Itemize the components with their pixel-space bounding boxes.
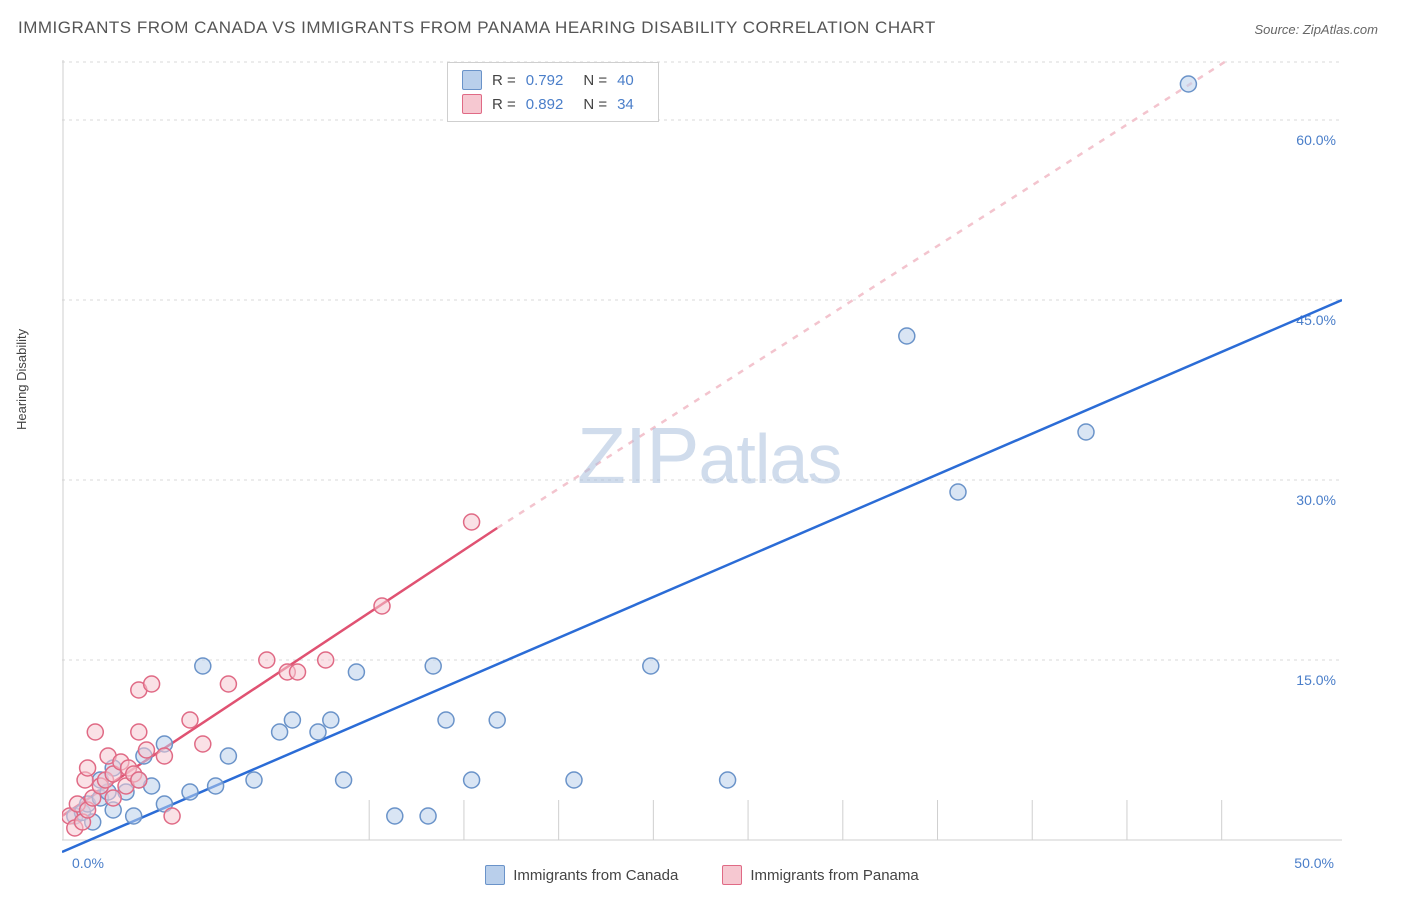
data-point: [259, 652, 275, 668]
data-point: [899, 328, 915, 344]
data-point: [290, 664, 306, 680]
data-point: [284, 712, 300, 728]
data-point: [348, 664, 364, 680]
data-point: [105, 790, 121, 806]
data-point: [1078, 424, 1094, 440]
data-point: [220, 748, 236, 764]
legend-item: Immigrants from Canada: [485, 865, 678, 885]
data-point: [246, 772, 262, 788]
data-point: [336, 772, 352, 788]
data-point: [126, 808, 142, 824]
data-point: [272, 724, 288, 740]
n-value: 40: [617, 72, 634, 89]
series-swatch: [722, 865, 742, 885]
series-label: Immigrants from Canada: [513, 867, 678, 884]
r-value: 0.892: [526, 96, 564, 113]
data-point: [80, 760, 96, 776]
data-point: [138, 742, 154, 758]
data-point: [195, 736, 211, 752]
legend-bottom: Immigrants from Canada Immigrants from Pa…: [62, 865, 1342, 890]
data-point: [438, 712, 454, 728]
data-point: [208, 778, 224, 794]
svg-text:15.0%: 15.0%: [1296, 672, 1336, 688]
series-label: Immigrants from Panama: [750, 867, 918, 884]
data-point: [425, 658, 441, 674]
data-point: [420, 808, 436, 824]
y-axis-label: Hearing Disability: [14, 329, 29, 430]
series-swatch: [462, 94, 482, 114]
n-value: 34: [617, 96, 634, 113]
data-point: [87, 724, 103, 740]
chart-title: IMMIGRANTS FROM CANADA VS IMMIGRANTS FRO…: [18, 18, 936, 38]
data-point: [220, 676, 236, 692]
data-point: [489, 712, 505, 728]
data-point: [387, 808, 403, 824]
data-point: [374, 598, 390, 614]
correlation-stats-box: R = 0.792 N = 40 R = 0.892 N = 34: [447, 62, 659, 122]
data-point: [318, 652, 334, 668]
r-value: 0.792: [526, 72, 564, 89]
data-point: [156, 748, 172, 764]
legend-item: Immigrants from Panama: [722, 865, 918, 885]
source-prefix: Source:: [1254, 22, 1302, 37]
svg-text:30.0%: 30.0%: [1296, 492, 1336, 508]
data-point: [131, 772, 147, 788]
data-point: [164, 808, 180, 824]
r-label: R =: [492, 72, 516, 89]
series-swatch: [485, 865, 505, 885]
svg-text:60.0%: 60.0%: [1296, 132, 1336, 148]
n-label: N =: [583, 96, 607, 113]
data-point: [182, 712, 198, 728]
data-point: [720, 772, 736, 788]
data-point: [144, 676, 160, 692]
data-point: [1180, 76, 1196, 92]
data-point: [195, 658, 211, 674]
data-point: [131, 724, 147, 740]
data-point: [323, 712, 339, 728]
svg-text:45.0%: 45.0%: [1296, 312, 1336, 328]
n-label: N =: [583, 72, 607, 89]
chart-area: 15.0%30.0%45.0%60.0%0.0%50.0% ZIPatlas R…: [62, 60, 1342, 840]
data-point: [464, 772, 480, 788]
r-label: R =: [492, 96, 516, 113]
scatter-plot: 15.0%30.0%45.0%60.0%0.0%50.0%: [62, 60, 1342, 900]
data-point: [464, 514, 480, 530]
source-attribution: Source: ZipAtlas.com: [1254, 22, 1378, 37]
source-value: ZipAtlas.com: [1303, 22, 1378, 37]
data-point: [310, 724, 326, 740]
data-point: [182, 784, 198, 800]
data-point: [566, 772, 582, 788]
series-swatch: [462, 70, 482, 90]
data-point: [950, 484, 966, 500]
stats-row: R = 0.892 N = 34: [462, 92, 644, 116]
stats-row: R = 0.792 N = 40: [462, 68, 644, 92]
data-point: [643, 658, 659, 674]
